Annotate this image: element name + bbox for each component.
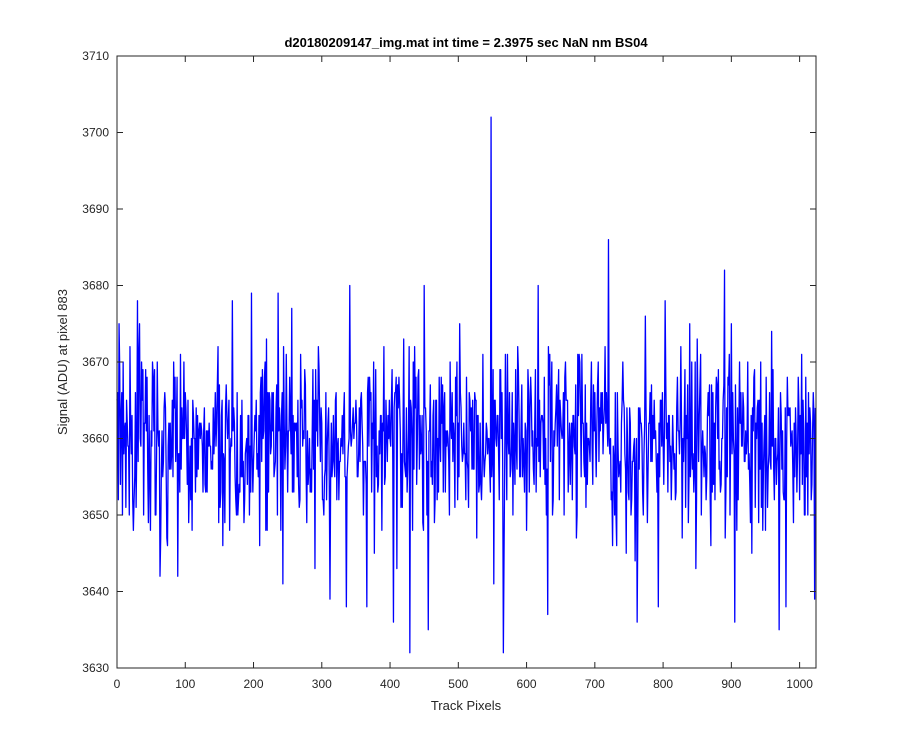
x-tick-label: 100 [175,677,195,691]
y-tick-label: 3710 [82,49,109,63]
x-tick-label: 900 [721,677,741,691]
y-tick-label: 3670 [82,355,109,369]
y-tick-label: 3640 [82,585,109,599]
y-axis-label: Signal (ADU) at pixel 883 [55,289,70,435]
x-tick-label: 800 [653,677,673,691]
x-tick-label: 0 [114,677,121,691]
x-tick-label: 1000 [786,677,813,691]
series-layer [116,116,816,654]
series-line [116,116,816,654]
y-axis: 3630 3640 3650 3660 3670 3680 3690 3700 3710 [82,49,816,675]
y-tick-label: 3700 [82,126,109,140]
y-tick-label: 3650 [82,508,109,522]
x-tick-label: 400 [380,677,400,691]
x-axis: 0 100 200 300 400 500 600 700 800 900 1000 [114,56,813,691]
y-tick-label: 3680 [82,279,109,293]
x-tick-label: 700 [585,677,605,691]
x-tick-label: 500 [448,677,468,691]
y-tick-label: 3630 [82,661,109,675]
chart-title: d20180209147_img.mat int time = 2.3975 s… [284,35,648,50]
x-tick-label: 600 [517,677,537,691]
plot-area [117,56,816,668]
y-tick-label: 3660 [82,432,109,446]
y-tick-label: 3690 [82,202,109,216]
x-axis-label: Track Pixels [431,698,502,713]
x-tick-label: 200 [244,677,264,691]
x-tick-label: 300 [312,677,332,691]
